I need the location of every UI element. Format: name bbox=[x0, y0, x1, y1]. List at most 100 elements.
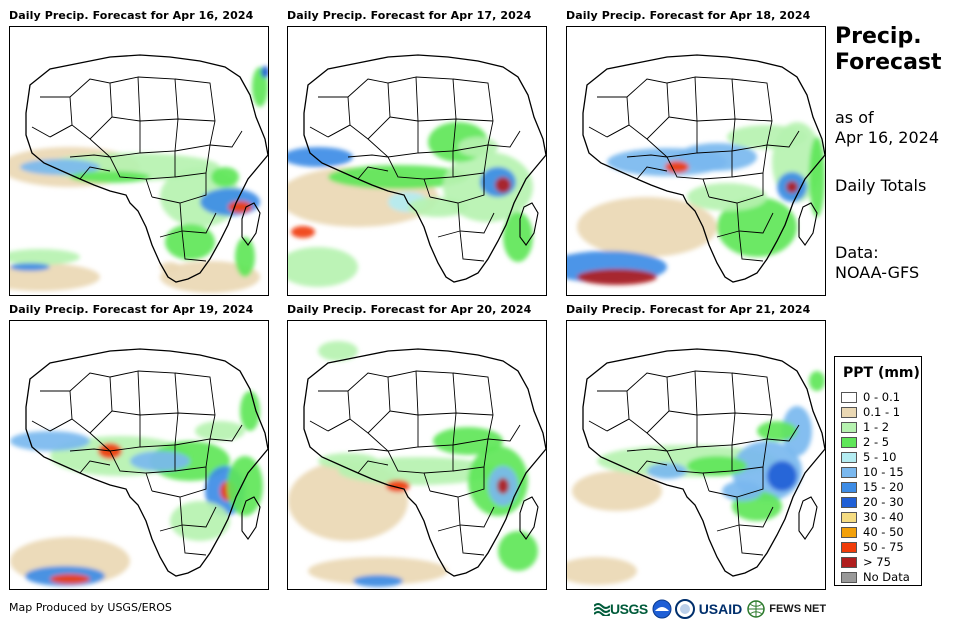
country-border bbox=[357, 460, 389, 474]
legend-swatch bbox=[841, 436, 857, 448]
country-border bbox=[387, 76, 419, 122]
country-border bbox=[109, 450, 153, 492]
legend-item: 1 - 2 bbox=[841, 420, 889, 434]
legend-label: 20 - 30 bbox=[863, 495, 904, 509]
country-border bbox=[415, 370, 457, 414]
precip-blob bbox=[809, 371, 825, 391]
panel-title-4: Daily Precip. Forecast for Apr 19, 2024 bbox=[9, 303, 254, 316]
country-border bbox=[327, 116, 391, 140]
country-border bbox=[387, 156, 431, 198]
country-border bbox=[367, 415, 419, 452]
precip-blob bbox=[318, 453, 378, 469]
precip-blob bbox=[786, 181, 798, 193]
precip-map-svg bbox=[288, 54, 546, 287]
map-credit: Map Produced by USGS/EROS bbox=[9, 601, 172, 614]
precip-blob bbox=[577, 269, 657, 285]
precip-blob bbox=[809, 137, 825, 217]
country-border bbox=[109, 76, 141, 122]
country-border bbox=[738, 524, 764, 556]
country-border bbox=[597, 390, 630, 432]
country-border bbox=[347, 154, 389, 158]
precip-blob bbox=[10, 249, 80, 265]
madagascar-outline bbox=[241, 202, 261, 246]
precip-blob bbox=[50, 574, 90, 584]
country-border bbox=[181, 524, 207, 556]
country-border bbox=[89, 121, 141, 158]
legend-swatch bbox=[841, 391, 857, 403]
country-border bbox=[708, 173, 764, 204]
legend-swatch bbox=[841, 451, 857, 463]
precip-blob bbox=[200, 188, 260, 216]
precip-blob bbox=[577, 197, 717, 257]
forecast-map-apr16 bbox=[9, 26, 269, 296]
precip-blob bbox=[70, 171, 150, 183]
africa-outline bbox=[582, 348, 825, 577]
country-border bbox=[736, 496, 774, 528]
country-border bbox=[716, 230, 740, 238]
legend-label: 15 - 20 bbox=[863, 480, 904, 494]
country-border bbox=[429, 467, 485, 498]
country-border bbox=[49, 116, 113, 140]
country-border bbox=[181, 230, 207, 262]
country-border bbox=[179, 496, 217, 528]
africa-outline bbox=[303, 348, 546, 577]
forecast-map-apr18 bbox=[566, 26, 826, 296]
country-border bbox=[49, 410, 113, 434]
precip-blob bbox=[572, 471, 662, 511]
as-of-date: Apr 16, 2024 bbox=[835, 128, 940, 147]
country-border bbox=[457, 496, 495, 528]
country-border bbox=[174, 78, 216, 122]
legend-title: PPT (mm) bbox=[843, 365, 920, 381]
country-border bbox=[159, 230, 183, 238]
legend-item: 5 - 10 bbox=[841, 450, 896, 464]
precip-blob bbox=[503, 212, 533, 262]
panel-title-3: Daily Precip. Forecast for Apr 18, 2024 bbox=[566, 9, 811, 22]
legend-item: 30 - 40 bbox=[841, 510, 904, 524]
precip-blob bbox=[497, 478, 509, 494]
country-border bbox=[174, 120, 216, 152]
country-border bbox=[111, 410, 216, 416]
country-border bbox=[459, 524, 485, 556]
panel-title-2: Daily Precip. Forecast for Apr 17, 2024 bbox=[287, 9, 532, 22]
country-border bbox=[309, 420, 329, 432]
precip-blob bbox=[130, 451, 190, 471]
forecast-map-apr17 bbox=[287, 26, 547, 296]
legend-label: 10 - 15 bbox=[863, 465, 904, 479]
country-border bbox=[159, 524, 183, 532]
madagascar-outline bbox=[241, 496, 261, 540]
precip-map-svg bbox=[10, 54, 268, 293]
legend-swatch bbox=[841, 421, 857, 433]
country-border bbox=[179, 202, 217, 234]
country-border bbox=[69, 154, 111, 158]
country-border bbox=[736, 202, 774, 234]
country-border bbox=[487, 130, 521, 148]
precip-blob bbox=[288, 147, 353, 167]
country-border bbox=[31, 420, 51, 432]
forecast-map-apr19 bbox=[9, 320, 269, 590]
precip-blob bbox=[318, 341, 358, 361]
legend-swatch bbox=[841, 481, 857, 493]
usaid-seal-icon bbox=[674, 599, 695, 619]
country-border bbox=[646, 415, 698, 452]
country-border bbox=[415, 76, 457, 120]
legend-swatch bbox=[841, 526, 857, 538]
country-border bbox=[139, 118, 179, 154]
precip-blob bbox=[228, 201, 252, 213]
precip-blob bbox=[308, 557, 448, 585]
country-border bbox=[89, 415, 141, 452]
daily-totals-label: Daily Totals bbox=[835, 176, 927, 195]
precip-blob bbox=[727, 125, 807, 149]
precip-map-svg bbox=[567, 348, 825, 585]
legend-swatch bbox=[841, 571, 857, 583]
fews-net-logo: FEWS NET bbox=[769, 603, 827, 615]
usgs-text: USGS bbox=[610, 601, 648, 617]
country-border bbox=[389, 410, 494, 416]
precip-blob bbox=[687, 456, 747, 476]
country-border bbox=[597, 96, 630, 138]
country-border bbox=[666, 450, 710, 492]
country-border bbox=[389, 116, 494, 122]
sidebar-title: Precip. Forecast bbox=[835, 24, 942, 76]
country-border bbox=[588, 420, 608, 432]
country-border bbox=[668, 116, 773, 122]
country-border bbox=[151, 467, 207, 498]
